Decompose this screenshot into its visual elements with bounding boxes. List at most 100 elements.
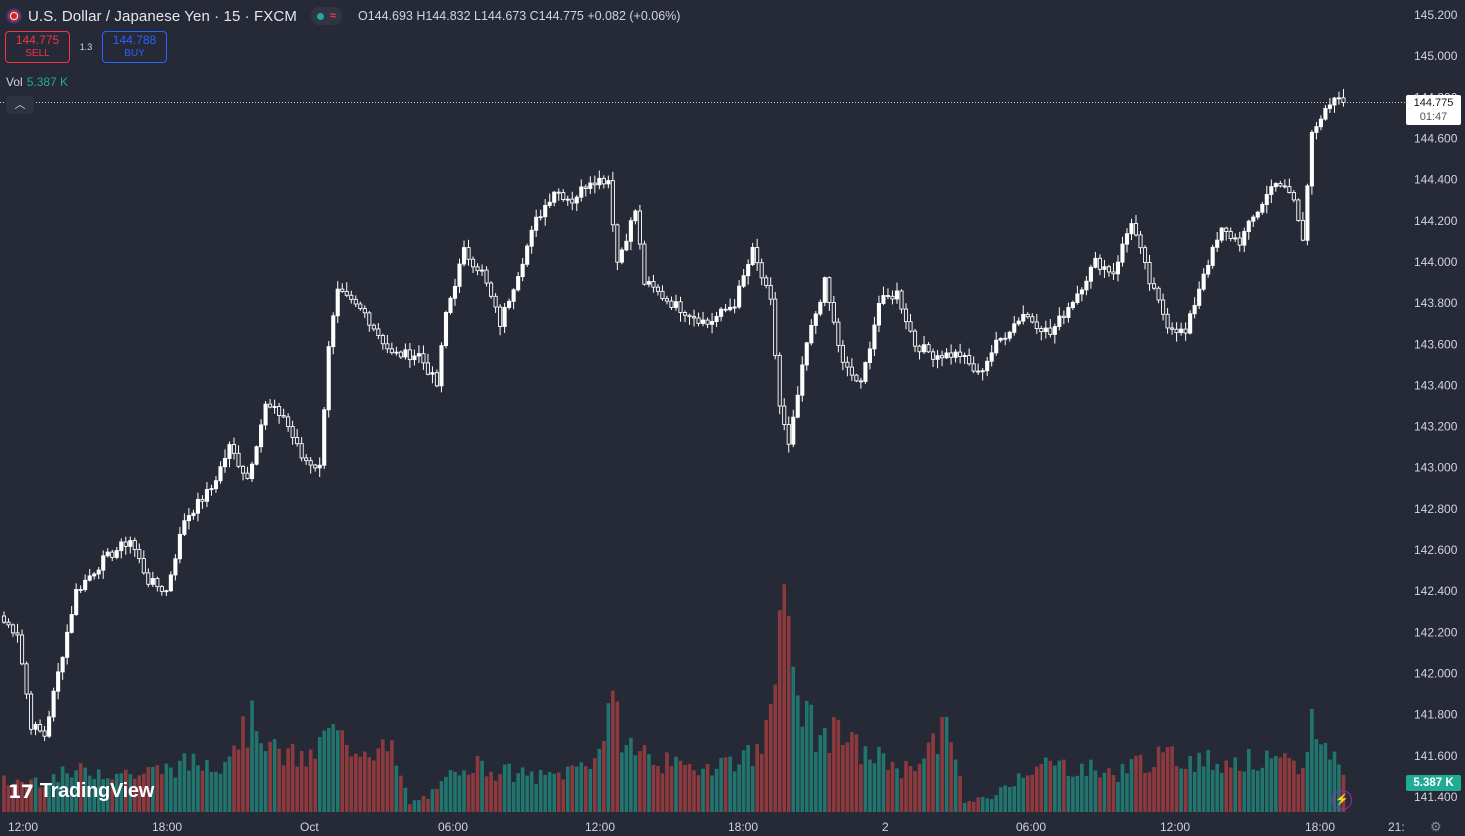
candle-body	[452, 285, 458, 299]
y-axis-tick-label: 141.400	[1414, 790, 1458, 804]
volume-bar	[1278, 757, 1283, 812]
candle-body	[299, 443, 304, 459]
volume-bar	[92, 778, 96, 812]
volume-bar	[719, 757, 723, 812]
volume-bar	[1003, 785, 1008, 812]
volume-bar	[191, 753, 196, 812]
candle-body	[1228, 231, 1233, 239]
volume-bar	[908, 766, 913, 812]
candle-body	[349, 294, 354, 300]
volume-bar	[1084, 775, 1089, 812]
candle-body	[804, 342, 809, 366]
volume-bar	[349, 756, 354, 812]
candle-body	[60, 656, 65, 673]
candle-body	[1034, 321, 1039, 329]
candle-body	[137, 549, 142, 560]
candle-body	[953, 351, 958, 358]
volume-legend[interactable]: Vol 5.387 K	[6, 75, 68, 89]
volume-bar	[1034, 766, 1039, 812]
volume-bar	[976, 797, 980, 812]
candle-body	[200, 498, 205, 502]
candle-body	[989, 352, 994, 362]
candle-body	[669, 300, 674, 308]
candle-body	[1111, 271, 1116, 275]
volume-bar	[836, 719, 841, 812]
market-status-badge[interactable]: ≈	[310, 7, 342, 25]
volume-bar	[511, 782, 516, 812]
candle-body	[1287, 186, 1292, 194]
candle-body	[1070, 302, 1075, 308]
candle-body	[443, 312, 449, 347]
candle-body	[655, 286, 660, 292]
sell-button[interactable]: 144.775 SELL	[5, 31, 70, 63]
volume-bar	[187, 770, 191, 812]
volume-bar	[15, 779, 20, 812]
volume-bar	[746, 745, 750, 812]
candle-body	[1296, 199, 1301, 221]
volume-bar	[78, 763, 83, 812]
candle-body	[570, 198, 575, 204]
candle-body	[362, 308, 367, 314]
volume-bar	[624, 745, 629, 812]
volume-bar	[146, 767, 151, 812]
candle-body	[358, 303, 363, 309]
candle-body	[926, 344, 931, 353]
sell-label: SELL	[25, 48, 50, 59]
volume-bar	[209, 772, 214, 812]
volume-bar	[917, 763, 922, 812]
candle-body	[538, 216, 543, 219]
volume-bar	[1314, 739, 1319, 812]
volume-bar	[290, 743, 295, 812]
buy-label: BUY	[124, 48, 145, 59]
candle-body	[1043, 327, 1048, 333]
buy-button[interactable]: 144.788 BUY	[102, 31, 167, 63]
volume-bar	[1016, 773, 1021, 812]
volume-bar	[1129, 759, 1134, 812]
volume-bar	[169, 767, 173, 812]
settings-gear-icon[interactable]: ⚙	[1430, 819, 1442, 834]
volume-bar	[660, 773, 665, 812]
candle-body	[105, 551, 110, 557]
candle-body	[1, 615, 7, 623]
volume-bar	[877, 746, 881, 812]
volume-bar	[358, 756, 363, 812]
candle-body	[1188, 313, 1193, 334]
volume-bar	[51, 774, 56, 812]
candle-body	[213, 480, 219, 490]
volume-bar	[777, 610, 782, 812]
volume-bar	[457, 775, 462, 812]
candle-body	[159, 586, 164, 592]
volume-bar	[962, 802, 967, 812]
volume-bar	[1147, 772, 1152, 812]
candle-body	[434, 372, 440, 387]
candle-body	[732, 306, 737, 309]
candle-body	[1174, 328, 1179, 334]
volume-bar	[254, 731, 259, 812]
candle-body	[281, 415, 286, 418]
tradingview-logo[interactable]: 17 TradingView	[8, 780, 154, 803]
candle-body	[750, 247, 755, 265]
candle-body	[421, 353, 426, 364]
candle-body	[1219, 227, 1224, 241]
candle-body	[899, 290, 904, 310]
y-axis-tick-label: 144.200	[1414, 214, 1458, 228]
lightning-bolt-icon[interactable]: ⚡	[1332, 790, 1352, 810]
collapse-legend-chevron-up-icon[interactable]: ︿	[6, 96, 34, 114]
candle-body	[182, 520, 187, 535]
volume-bar	[593, 758, 597, 812]
volume-bar	[795, 695, 800, 812]
volume-bar	[24, 784, 29, 812]
candle-body	[642, 243, 647, 285]
candle-body	[389, 348, 394, 354]
candle-body	[164, 590, 169, 593]
symbol-title[interactable]: U.S. Dollar / Japanese Yen · 15 · FXCM	[28, 7, 297, 25]
candle-body	[583, 186, 588, 189]
volume-bar	[353, 753, 358, 812]
volume-bar	[683, 764, 687, 812]
volume-bar	[313, 758, 317, 812]
candle-body	[259, 424, 264, 448]
volume-bar	[268, 741, 272, 812]
volume-bar	[1012, 786, 1017, 812]
candle-body	[912, 330, 918, 347]
